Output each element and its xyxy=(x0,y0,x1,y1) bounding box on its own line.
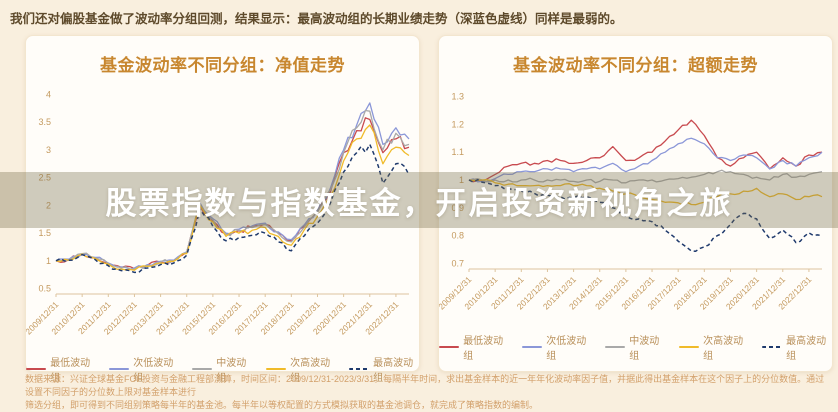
legend-label: 次高波动组 xyxy=(703,336,744,362)
legend-item: 中波动组 xyxy=(192,354,253,384)
svg-text:1: 1 xyxy=(459,175,464,185)
svg-text:2: 2 xyxy=(46,200,51,210)
legend-line-swatch xyxy=(26,368,47,370)
legend-label: 最高波动组 xyxy=(373,358,414,384)
net-value-chart-card: 基金波动率不同分组：净值走势 4 3.5 3 2.5 2 1.5 1 0.5 2009/12/3… xyxy=(25,35,420,384)
legend-item: 次高波动组 xyxy=(678,332,749,362)
legend-label: 最低波动组 xyxy=(463,336,504,362)
svg-text:0.9: 0.9 xyxy=(451,203,464,213)
page-caption: 我们还对偏股基金做了波动率分组回测，结果显示：最高波动组的长期业绩走势（深蓝色虚… xyxy=(10,12,623,26)
legend-line-swatch xyxy=(192,368,213,370)
excess-return-chart: 1.31.21.110.90.80.72009/12/312010/12/312… xyxy=(439,92,823,311)
excess-return-chart-title: 基金波动率不同分组：超额走势 xyxy=(513,56,758,75)
legend-label: 中波动组 xyxy=(216,358,247,384)
legend-dashed-line-swatch xyxy=(348,368,370,370)
legend-item: 次低波动组 xyxy=(522,332,592,362)
legend-label: 中波动组 xyxy=(629,336,660,362)
legend-item: 最高波动组 xyxy=(761,332,832,362)
legend-item: 次低波动组 xyxy=(109,354,179,384)
footer-method-line: 筛选分组，即可得到不同组别策略每半年的基金池。每半年以等权配置的方式模拟获取的基… xyxy=(25,400,539,410)
legend-line-swatch xyxy=(522,346,543,348)
overlay-banner-text: 股票指数与指数基金，开启投资新视角之旅 xyxy=(105,185,733,221)
legend-item: 最低波动组 xyxy=(26,354,96,384)
svg-text:1: 1 xyxy=(46,256,51,266)
legend-line-swatch xyxy=(439,346,460,348)
footer-source-line: 数据来源：兴证全球基金FOF投资与金融工程部测算，时间区间：2009/12/31… xyxy=(25,374,825,397)
legend-item: 中波动组 xyxy=(605,332,666,362)
legend-label: 次低波动组 xyxy=(546,336,587,362)
svg-text:1.2: 1.2 xyxy=(451,119,464,129)
legend-label: 次低波动组 xyxy=(133,358,174,384)
svg-text:0.7: 0.7 xyxy=(451,258,464,268)
svg-text:1.3: 1.3 xyxy=(451,92,464,102)
legend-line-swatch xyxy=(678,346,700,348)
svg-text:3.5: 3.5 xyxy=(38,117,51,127)
legend-line-swatch xyxy=(605,346,626,348)
overlay-banner: 股票指数与指数基金，开启投资新视角之旅 xyxy=(0,172,838,228)
net-value-chart: 43.532.521.510.52009/12/312010/12/312011… xyxy=(26,90,410,336)
legend-line-swatch xyxy=(265,368,287,370)
legend-dashed-line-swatch xyxy=(761,346,783,348)
net-value-chart-legend: 最低波动组 次低波动组 中波动组 次高波动组 最高波动组 xyxy=(26,354,419,384)
svg-text:1.5: 1.5 xyxy=(38,228,51,238)
svg-text:2.5: 2.5 xyxy=(38,173,51,183)
legend-label: 最高波动组 xyxy=(786,336,827,362)
legend-item: 最低波动组 xyxy=(439,332,509,362)
svg-text:4: 4 xyxy=(46,90,51,100)
net-value-chart-title: 基金波动率不同分组：净值走势 xyxy=(100,56,345,75)
page-footer: 数据来源：兴证全球基金FOF投资与金融工程部测算，时间区间：2009/12/31… xyxy=(25,373,830,412)
svg-text:0.8: 0.8 xyxy=(451,231,464,241)
svg-text:3: 3 xyxy=(46,145,51,155)
excess-return-chart-legend: 最低波动组 次低波动组 中波动组 次高波动组 最高波动组 xyxy=(439,332,832,362)
legend-item: 次高波动组 xyxy=(265,354,336,384)
excess-return-chart-card: 基金波动率不同分组：超额走势 1.3 1.2 1.1 1 0.9 0.8 0.7 2009/1… xyxy=(438,35,833,372)
legend-label: 最低波动组 xyxy=(50,358,91,384)
legend-item: 最高波动组 xyxy=(348,354,419,384)
svg-text:1.1: 1.1 xyxy=(451,147,464,157)
legend-line-swatch xyxy=(109,368,130,370)
legend-label: 次高波动组 xyxy=(290,358,331,384)
svg-text:0.5: 0.5 xyxy=(38,283,51,293)
